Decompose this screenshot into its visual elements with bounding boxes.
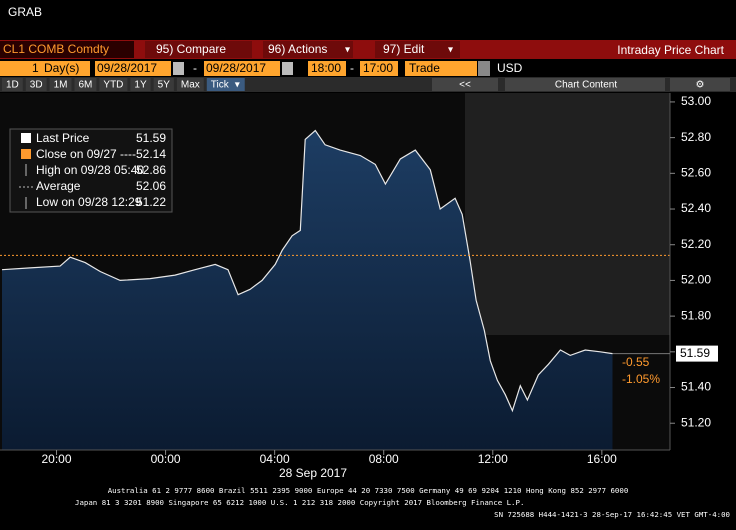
period-button[interactable]	[99, 78, 128, 91]
chart-content: Chart Content	[555, 80, 617, 91]
legend-value: 52.14	[136, 147, 166, 161]
legend-value: 52.06	[136, 179, 166, 193]
end-time-field[interactable]	[360, 61, 398, 76]
currency: USD	[497, 61, 523, 75]
x-tick-label: 20:00	[42, 452, 72, 466]
legend-label: High on 09/28 05:40	[36, 163, 144, 177]
legend-value: 52.86	[136, 163, 166, 177]
footer: Australia 61 2 9777 8600 Brazil 5511 239…	[108, 486, 629, 495]
x-tick-label: 12:00	[478, 452, 508, 466]
period-label: 6M	[79, 80, 93, 91]
period-label: 1D	[6, 80, 19, 91]
menu-item: 96) Actions	[268, 42, 327, 56]
separator: -	[350, 61, 354, 75]
change-label: -1.05%	[622, 372, 660, 386]
last-price-label: 51.59	[680, 346, 710, 360]
end-date-field[interactable]	[204, 61, 280, 76]
y-tick-label: 52.00	[681, 273, 711, 287]
actions-button[interactable]	[263, 41, 353, 58]
x-tick-label: 08:00	[369, 452, 399, 466]
period-label: 1M	[54, 80, 68, 91]
period-label: YTD	[103, 80, 123, 91]
legend-swatch	[21, 133, 31, 143]
window-title: GRAB	[8, 5, 42, 19]
start-date-field[interactable]	[95, 61, 171, 76]
period-button[interactable]	[25, 78, 47, 91]
field: Trade	[409, 61, 440, 75]
start-time-field[interactable]	[308, 61, 346, 76]
y-tick-label: 51.80	[681, 308, 711, 322]
plot-shade	[465, 93, 670, 335]
period-label: Tick	[211, 80, 230, 91]
edit-button[interactable]	[375, 41, 460, 58]
compare-button[interactable]	[145, 41, 252, 58]
legend-swatch	[21, 149, 31, 159]
calendar-icon[interactable]	[173, 62, 184, 75]
legend-label: Last Price	[36, 131, 90, 145]
x-tick-label: 16:00	[587, 452, 617, 466]
menu-item: 95) Compare	[156, 42, 226, 56]
footer: SN 725688 H444-1421-3 28-Sep-17 16:42:45…	[494, 510, 730, 519]
y-tick-label: 52.60	[681, 165, 711, 179]
dropdown-arrow: ▾	[448, 45, 453, 56]
legend-label: Average	[36, 179, 81, 193]
settings-button[interactable]	[670, 78, 730, 91]
period-button[interactable]	[206, 78, 245, 91]
price-line	[1, 129, 613, 413]
period-button[interactable]	[2, 78, 23, 91]
period-label: Max	[181, 80, 200, 91]
period-label: 5Y	[158, 80, 171, 91]
legend-value: 51.22	[136, 195, 166, 209]
menu-item: 97) Edit	[383, 42, 425, 56]
date-label: 28 Sep 2017	[279, 466, 347, 480]
start-time: 18:00	[311, 61, 341, 75]
dropdown[interactable]	[478, 61, 490, 76]
back-button[interactable]	[432, 78, 498, 91]
period-label: 1Y	[134, 80, 147, 91]
chart-name: Intraday Price Chart	[617, 43, 724, 57]
end-time: 17:00	[363, 61, 393, 75]
dropdown-arrow: ▾	[235, 80, 240, 91]
period-button[interactable]	[176, 78, 204, 91]
footer: Japan 81 3 3201 8900 Singapore 65 6212 1…	[75, 498, 524, 507]
y-tick-label: 53.00	[681, 94, 711, 108]
chart-content-button[interactable]	[505, 78, 665, 91]
legend-label: Low on 09/28 12:29	[36, 195, 142, 209]
y-tick-label: 52.40	[681, 201, 711, 215]
back: <<	[459, 80, 471, 91]
security: CL1 COMB Comdty	[3, 42, 109, 56]
x-tick-label: 00:00	[151, 452, 181, 466]
last-price-box	[676, 345, 718, 362]
security-field[interactable]	[0, 41, 134, 58]
field-select[interactable]	[405, 61, 477, 76]
period-unit: Day(s)	[44, 61, 79, 75]
legend-label: Close on 09/27 ----	[36, 147, 136, 161]
period-label: 3D	[30, 80, 43, 91]
y-tick-label: 51.20	[681, 415, 711, 429]
calendar-icon[interactable]	[282, 62, 293, 75]
end-date: 09/28/2017	[206, 61, 266, 75]
period-button[interactable]	[153, 78, 174, 91]
period-button[interactable]	[74, 78, 97, 91]
y-tick-label: 52.20	[681, 237, 711, 251]
y-tick-label: 52.80	[681, 130, 711, 144]
period-button[interactable]	[130, 78, 151, 91]
legend-value: 51.59	[136, 131, 166, 145]
separator: -	[193, 61, 197, 75]
period-button[interactable]	[49, 78, 72, 91]
dropdown-arrow: ▾	[345, 45, 350, 56]
gear-icon: ⚙	[696, 80, 705, 91]
x-tick-label: 04:00	[260, 452, 290, 466]
y-tick-label: 51.40	[681, 380, 711, 394]
period-field[interactable]	[0, 61, 90, 76]
start-date: 09/28/2017	[97, 61, 157, 75]
change-label: -0.55	[622, 355, 650, 369]
period-count: 1	[32, 61, 39, 75]
legend	[9, 128, 173, 213]
